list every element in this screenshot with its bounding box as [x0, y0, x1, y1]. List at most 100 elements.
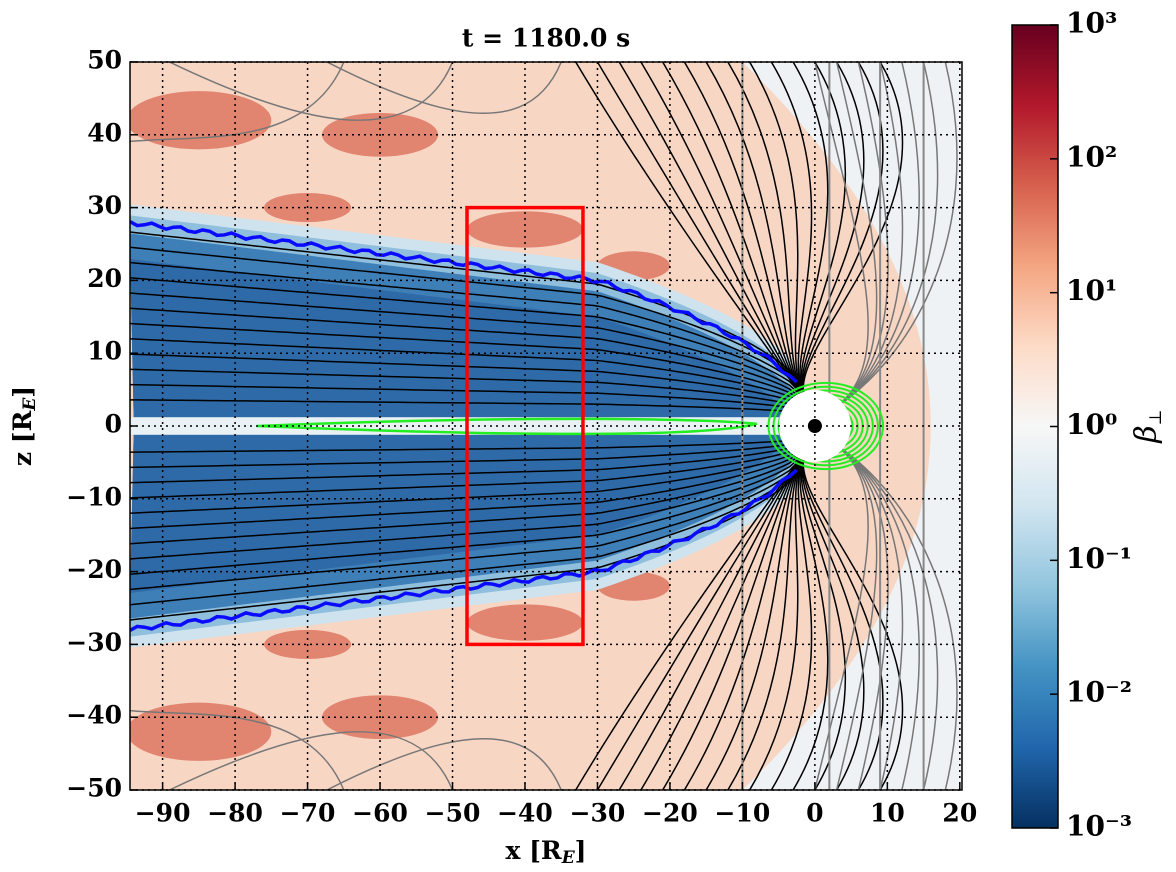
- x-tick-label: 20: [942, 799, 977, 828]
- field-line: [130, 443, 816, 606]
- field-line: [705, 447, 809, 790]
- colorbar-tick-label: 10⁻¹: [1066, 542, 1132, 575]
- field-line: [828, 439, 958, 790]
- high-beta-patch: [466, 211, 583, 248]
- field-line: [325, 62, 562, 115]
- field-line: [749, 62, 809, 405]
- cb-label-sub: ⊥: [1146, 409, 1166, 425]
- field-line: [130, 307, 816, 409]
- field-line: [130, 443, 816, 499]
- chart-title: t = 1180.0 s: [462, 24, 630, 53]
- x-axis-label: x [RE]: [505, 836, 586, 868]
- field-line: [130, 443, 816, 560]
- field-line: [814, 62, 869, 413]
- y-tick-label: 40: [87, 118, 122, 147]
- high-beta-patch: [466, 604, 583, 641]
- field-line: [130, 322, 816, 409]
- field-line: [130, 353, 816, 409]
- x-tick-label: −10: [715, 799, 771, 828]
- field-line: [130, 443, 815, 484]
- field-map: [130, 62, 962, 790]
- x-tick-label: 10: [870, 799, 905, 828]
- field-line: [325, 737, 562, 790]
- colorbar-tick-label: 10⁻²: [1066, 676, 1132, 709]
- colorbar-tick-label: 10¹: [1066, 274, 1117, 307]
- colorbar-label: β⊥: [1129, 409, 1166, 443]
- field-line: [130, 443, 816, 514]
- y-tick-label: −50: [66, 774, 122, 803]
- highlight-box: [465, 205, 585, 647]
- closed-field-line: [767, 381, 885, 471]
- x-tick-label: −80: [207, 799, 263, 828]
- colorbar-tick-label: 10³: [1066, 7, 1117, 40]
- y-tick-label: −20: [66, 555, 122, 584]
- lobe-boundary: [130, 468, 798, 632]
- x-tick-label: −40: [497, 799, 553, 828]
- cb-label-text: β: [1129, 425, 1164, 443]
- field-line: [130, 62, 345, 143]
- field-line: [130, 292, 816, 409]
- field-line: [801, 62, 865, 405]
- y-tick-label: −40: [66, 701, 122, 730]
- field-line: [727, 447, 809, 790]
- plasma-sheet: [130, 417, 808, 435]
- field-line: [770, 62, 813, 405]
- colorbar-tick-label: 10⁻³: [1066, 810, 1132, 843]
- field-line: [130, 439, 815, 453]
- y-tick-label: 0: [105, 410, 122, 439]
- field-line: [130, 383, 815, 409]
- solar-wind: [742, 62, 962, 790]
- field-line: [575, 447, 809, 790]
- x-tick-label: −90: [135, 799, 191, 828]
- y-tick-label: 20: [87, 264, 122, 293]
- y-tick-label: −10: [66, 482, 122, 511]
- field-line: [727, 62, 809, 405]
- field-line: [130, 709, 345, 790]
- y-label-end: ]: [8, 386, 37, 398]
- field-line: [792, 447, 829, 790]
- closed-field-line: [256, 417, 758, 436]
- field-line: [770, 447, 813, 790]
- y-label-sub: E: [20, 397, 40, 412]
- lobe-boundary: [130, 220, 798, 384]
- y-label-text: z [R: [8, 410, 37, 466]
- field-line: [167, 62, 454, 121]
- x-tick-label: −70: [280, 799, 336, 828]
- plot-frame: [129, 61, 963, 791]
- colorbar-tick-label: 10⁰: [1066, 408, 1117, 441]
- field-line: [828, 62, 878, 413]
- field-line: [705, 62, 809, 405]
- field-line: [130, 338, 816, 409]
- field-line: [130, 399, 815, 413]
- field-line: [130, 277, 816, 409]
- x-tick-label: 0: [806, 799, 823, 828]
- field-line: [749, 447, 809, 790]
- y-tick-label: 30: [87, 191, 122, 220]
- x-label-text: x [R: [505, 836, 561, 865]
- y-axis-label: z [RE]: [8, 386, 40, 466]
- x-tick-label: −60: [352, 799, 408, 828]
- y-tick-label: 10: [87, 337, 122, 366]
- field-line: [130, 443, 816, 575]
- y-tick-label: 50: [87, 46, 122, 75]
- field-line: [130, 443, 816, 591]
- field-line: [130, 261, 816, 409]
- field-line: [130, 246, 816, 409]
- y-tick-label: −30: [66, 628, 122, 657]
- field-line: [130, 368, 815, 409]
- field-line: [575, 62, 809, 405]
- field-line: [801, 447, 865, 790]
- field-line: [828, 439, 878, 790]
- field-line: [792, 62, 829, 405]
- field-line: [167, 731, 454, 790]
- x-tick-label: −50: [425, 799, 481, 828]
- field-line: [130, 443, 815, 469]
- x-label-end: ]: [575, 836, 587, 865]
- colorbar-tick-label: 10²: [1066, 140, 1117, 173]
- x-label-sub: E: [561, 848, 576, 868]
- field-line: [130, 443, 816, 530]
- x-tick-label: −30: [570, 799, 626, 828]
- x-tick-label: −20: [642, 799, 698, 828]
- field-line: [828, 62, 958, 413]
